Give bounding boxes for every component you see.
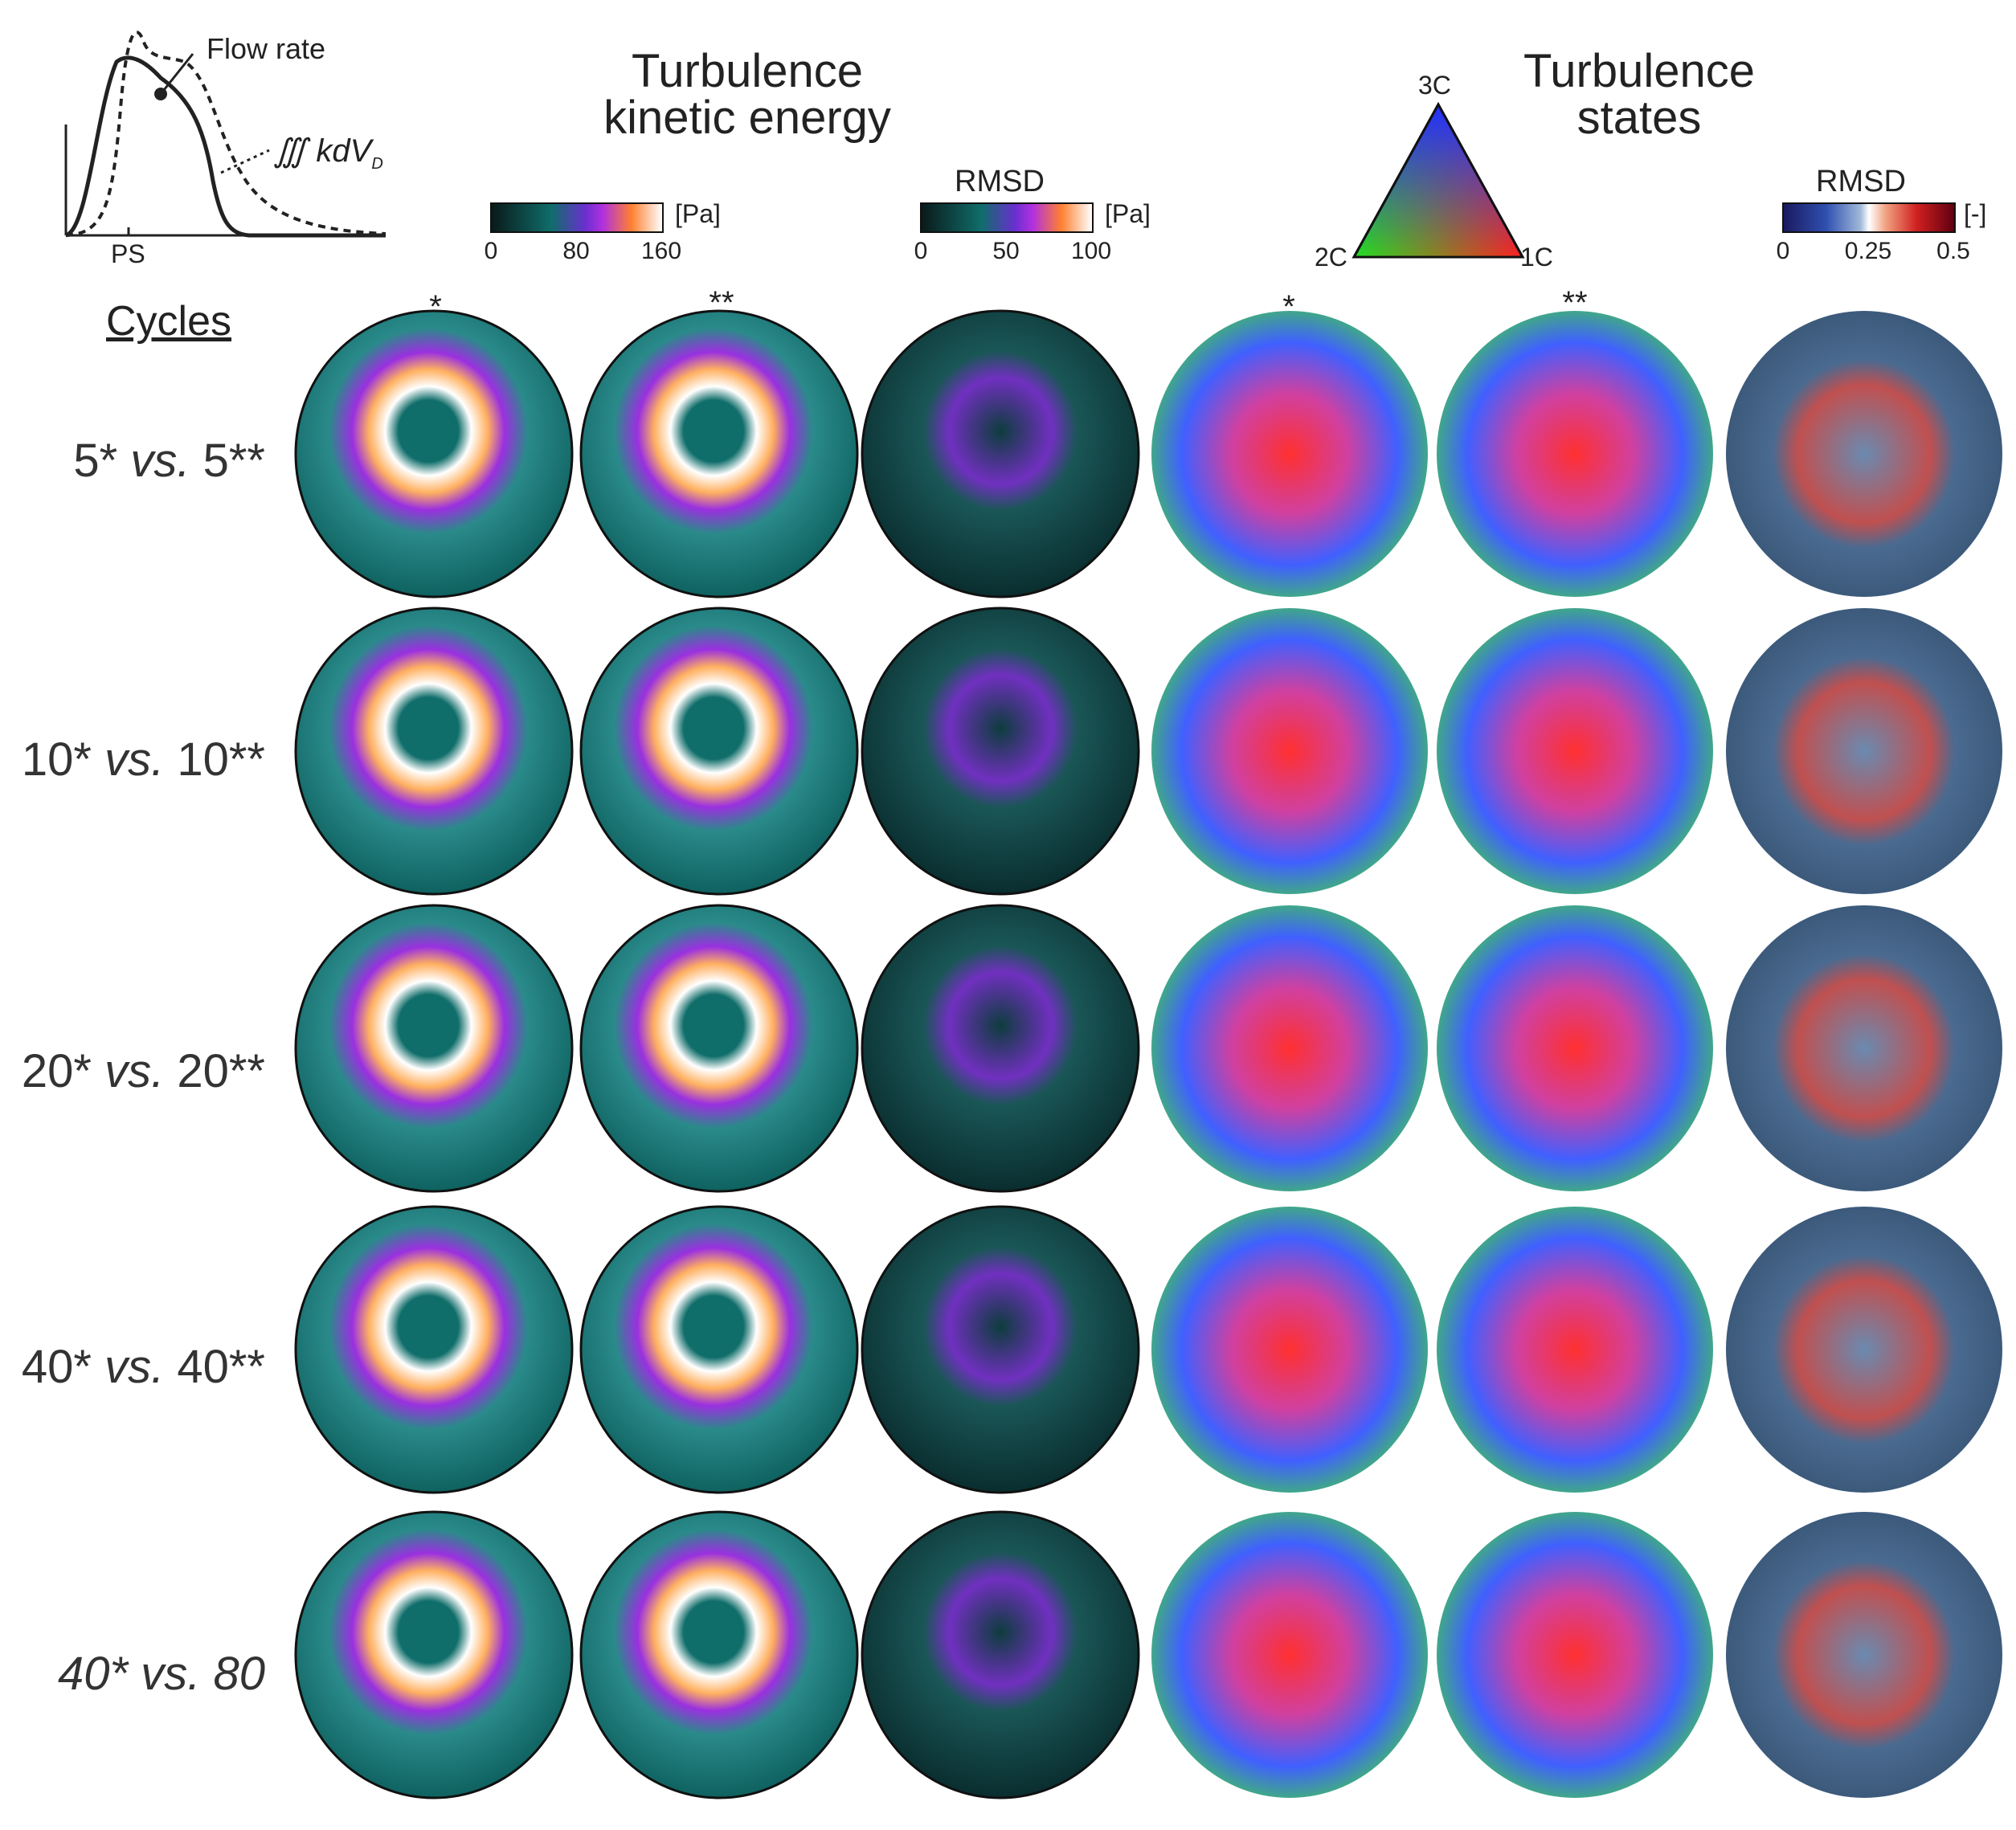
flow-rate-label: Flow rate <box>207 32 326 65</box>
sphere-states-rmsd-row-5 <box>1726 1512 2002 1798</box>
tke-title-line2: kinetic energy <box>603 92 891 144</box>
integral-text: ∭ kdV <box>273 133 372 169</box>
row-4-a: 40* <box>21 1341 92 1393</box>
sphere-states-dstar-row-1 <box>1437 311 1713 597</box>
col-star-2: ** <box>709 285 734 321</box>
sphere-tke-rmsd-row-1 <box>861 309 1140 598</box>
tke-rmsd-tick-100: 100 <box>1070 238 1112 264</box>
sphere-tke-rmsd-row-5 <box>861 1510 1140 1799</box>
sphere-tke-dstar-row-5 <box>579 1510 859 1799</box>
tri-top-label: 3C <box>1418 71 1451 100</box>
sphere-tke-star-row-3 <box>294 904 574 1193</box>
row-2-a: 10* <box>21 733 92 786</box>
flow-inset <box>56 12 394 269</box>
tke-tick-0: 0 <box>484 238 498 264</box>
states-title-line1: Turbulence <box>1523 45 1756 97</box>
sphere-states-star-row-1 <box>1151 311 1428 597</box>
sphere-tke-star-row-1 <box>294 309 574 598</box>
tke-rmsd-colorbar <box>920 202 1094 233</box>
row-3-b: 20** <box>177 1045 265 1097</box>
sphere-states-rmsd-row-3 <box>1726 905 2002 1191</box>
row-5-b: 80 <box>213 1648 265 1700</box>
row-2-b: 10** <box>177 733 265 786</box>
states-triangle <box>1350 100 1527 261</box>
sphere-states-dstar-row-4 <box>1437 1207 1713 1493</box>
row-4-b: 40** <box>177 1341 265 1393</box>
col-star-1: * <box>429 289 442 325</box>
states-rmsd-tick-0: 0 <box>1776 238 1790 264</box>
row-1-a: 5* <box>73 435 118 487</box>
sphere-tke-star-row-4 <box>294 1205 574 1494</box>
states-rmsd-tick-025: 0.25 <box>1844 238 1892 264</box>
row-label-1: 5* vs. 5** <box>0 434 265 488</box>
sphere-states-star-row-3 <box>1151 905 1428 1191</box>
sphere-states-dstar-row-2 <box>1437 608 1713 894</box>
cycles-label: Cycles <box>106 298 232 345</box>
row-label-2: 10* vs. 10** <box>0 733 265 786</box>
sphere-states-dstar-row-3 <box>1437 905 1713 1191</box>
states-title: Turbulence states <box>1470 48 1808 141</box>
states-rmsd-title: RMSD <box>1816 165 1906 198</box>
tke-tick-80: 80 <box>562 238 590 264</box>
sphere-tke-star-row-2 <box>294 607 574 896</box>
row-1-vs: vs. <box>130 435 190 487</box>
states-rmsd-tick-05: 0.5 <box>1936 238 1970 264</box>
row-4-vs: vs. <box>104 1341 165 1393</box>
sphere-tke-dstar-row-2 <box>579 607 859 896</box>
sphere-layer <box>294 309 2002 1799</box>
sphere-tke-dstar-row-3 <box>579 904 859 1193</box>
tke-tick-160: 160 <box>640 238 682 264</box>
sphere-tke-rmsd-row-3 <box>861 904 1140 1193</box>
tri-right-label: 1C <box>1520 243 1553 272</box>
sphere-states-star-row-2 <box>1151 608 1428 894</box>
integral-subscript: D <box>371 155 383 173</box>
sphere-states-rmsd-row-2 <box>1726 608 2002 894</box>
row-1-b: 5** <box>202 435 265 487</box>
row-label-4: 40* vs. 40** <box>0 1340 265 1394</box>
sphere-states-rmsd-row-4 <box>1726 1207 2002 1493</box>
row-5-a: 40* <box>58 1648 129 1700</box>
sphere-states-rmsd-row-1 <box>1726 311 2002 597</box>
row-label-3: 20* vs. 20** <box>0 1044 265 1098</box>
row-3-vs: vs. <box>104 1045 165 1097</box>
tke-title: Turbulence kinetic energy <box>579 48 916 141</box>
integral-label: ∭ kdVD <box>273 133 383 174</box>
states-triangle-svg <box>1351 101 1525 259</box>
tke-rmsd-tick-50: 50 <box>992 238 1020 264</box>
states-title-line2: states <box>1576 92 1702 144</box>
col-star-3: * <box>1282 289 1295 325</box>
sphere-tke-dstar-row-4 <box>579 1205 859 1494</box>
states-rmsd-unit: [-] <box>1964 199 1987 228</box>
sphere-states-star-row-5 <box>1151 1512 1428 1798</box>
tri-left-label: 2C <box>1315 243 1347 272</box>
row-3-a: 20* <box>21 1045 92 1097</box>
row-2-vs: vs. <box>104 733 165 786</box>
tke-rmsd-title: RMSD <box>955 165 1045 198</box>
tke-colorbar-unit: [Pa] <box>675 199 721 228</box>
states-rmsd-colorbar <box>1782 202 1956 233</box>
tke-rmsd-unit: [Pa] <box>1105 199 1151 228</box>
row-label-5: 40* vs. 80 <box>0 1647 265 1701</box>
sphere-states-dstar-row-5 <box>1437 1512 1713 1798</box>
sphere-tke-rmsd-row-4 <box>861 1205 1140 1494</box>
flow-inset-plot <box>64 31 386 238</box>
tke-colorbar <box>490 202 664 233</box>
col-star-4: ** <box>1562 285 1588 321</box>
sphere-tke-dstar-row-1 <box>579 309 859 598</box>
tke-title-line1: Turbulence <box>631 45 864 97</box>
tke-rmsd-tick-0: 0 <box>914 238 928 264</box>
ps-tick-label: PS <box>111 239 145 268</box>
row-5-vs: vs. <box>141 1648 201 1700</box>
sphere-states-star-row-4 <box>1151 1207 1428 1493</box>
sphere-tke-star-row-5 <box>294 1510 574 1799</box>
sphere-tke-rmsd-row-2 <box>861 607 1140 896</box>
